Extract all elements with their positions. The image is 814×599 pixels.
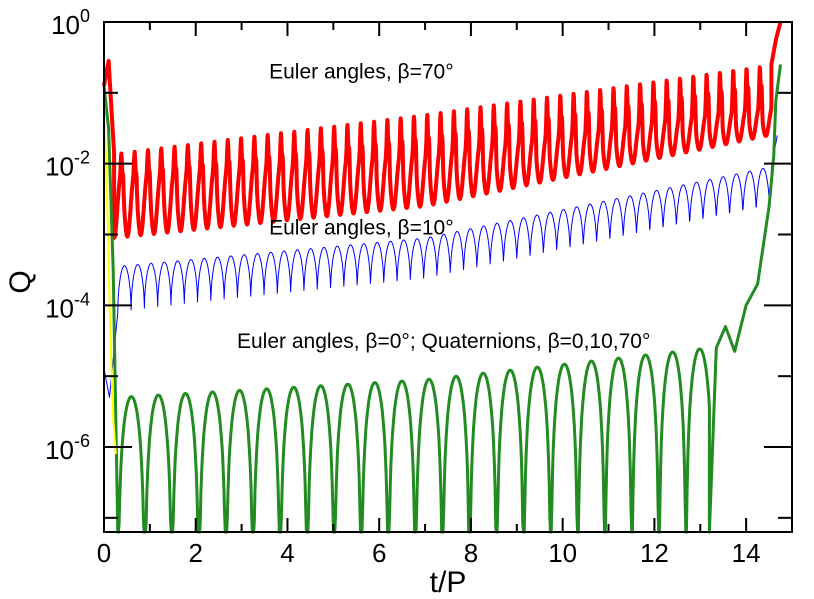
y-tick-label: 100 [51, 6, 90, 40]
x-tick-label: 8 [464, 538, 478, 568]
x-tick-label: 12 [640, 538, 669, 568]
x-tick-label: 2 [188, 538, 202, 568]
y-axis-label: Q [4, 270, 37, 293]
x-tick-label: 10 [548, 538, 577, 568]
series-line-3 [103, 99, 117, 455]
annotation-2: Euler angles, β=0°; Quaternions, β=0,10,… [237, 330, 650, 353]
y-tick-label: 10-2 [45, 148, 90, 182]
x-tick-label: 0 [97, 538, 111, 568]
x-tick-label: 4 [280, 538, 294, 568]
y-tick-label: 10-6 [45, 431, 90, 465]
plot-frame [103, 21, 793, 533]
x-axis-label: t/P [430, 566, 467, 599]
labels-layer: 0 2 4 6 8 10 12 14 100 10-2 10-4 10-6 [45, 6, 761, 568]
ticks-layer [103, 21, 792, 532]
series-layer [102, 21, 783, 534]
x-tick-label: 14 [732, 538, 761, 568]
y-tick-label: 10-4 [45, 289, 90, 323]
annotations: Euler angles, β=70° Euler angles, β=10° Eu… [237, 61, 650, 353]
series-line-0 [102, 21, 783, 240]
series-line-1 [103, 135, 778, 398]
annotation-0: Euler angles, β=70° [269, 61, 454, 84]
annotation-1: Euler angles, β=10° [269, 217, 454, 240]
x-tick-label: 6 [372, 538, 386, 568]
